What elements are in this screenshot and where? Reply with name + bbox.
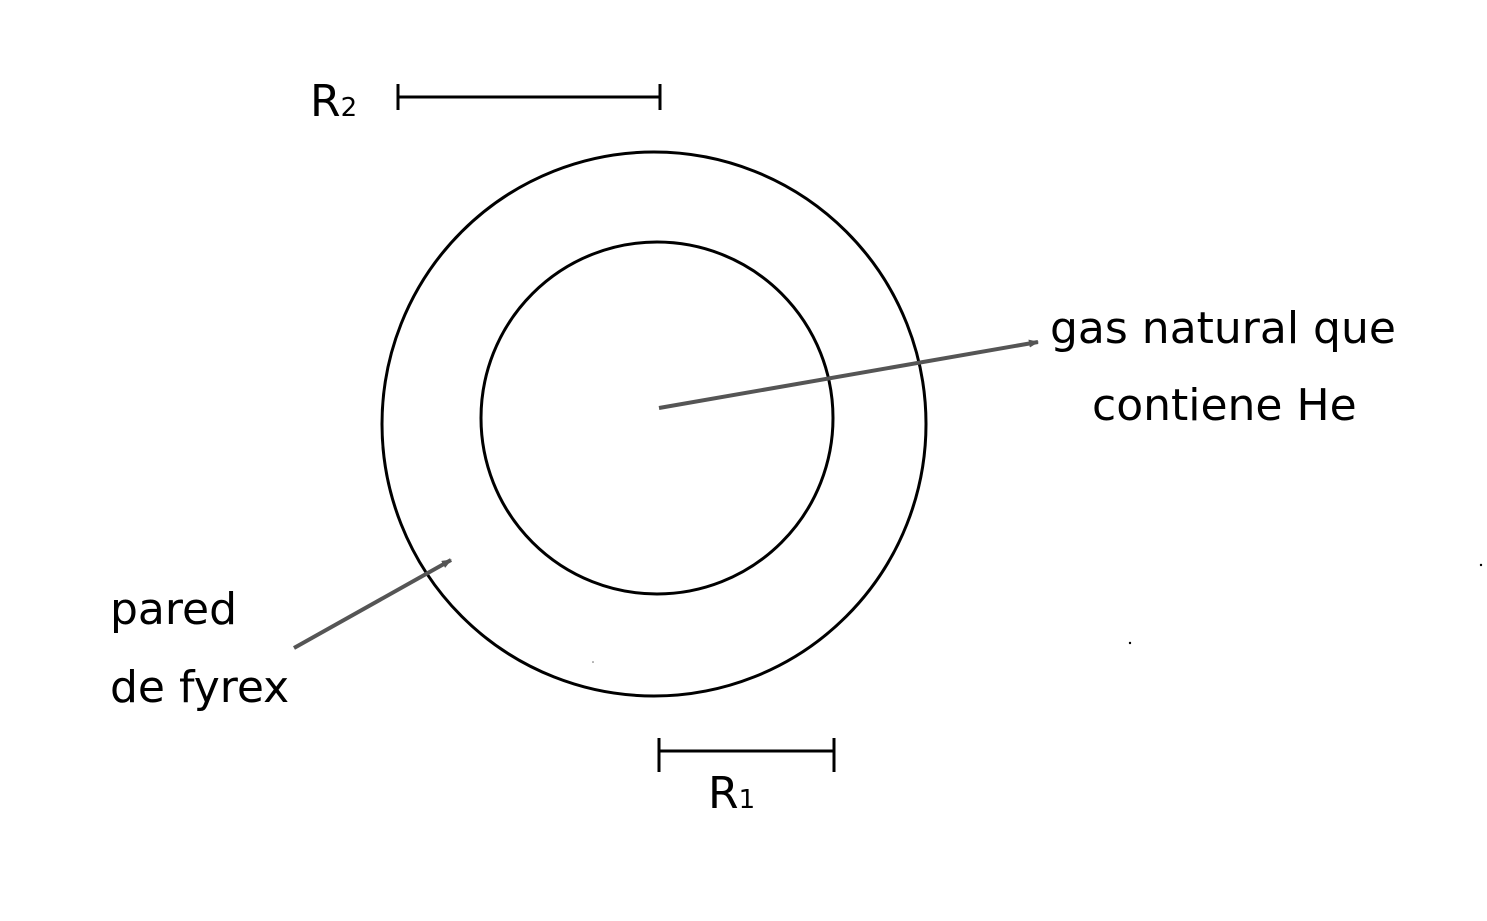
inner-circle <box>479 240 835 596</box>
r1-dimension <box>657 738 836 772</box>
speck-dot <box>592 661 594 663</box>
wall-arrow <box>293 558 452 650</box>
speck-dot <box>1479 563 1483 567</box>
r1-label: R1 <box>708 768 755 819</box>
gas-label-line2: contiene He <box>1092 380 1357 431</box>
wall-label-line1: pared <box>110 584 237 635</box>
wall-label-line2: de fyrex <box>110 662 289 713</box>
r2-label: R2 <box>310 76 357 127</box>
gas-label-line1: gas natural que <box>1050 303 1396 354</box>
outer-circle <box>380 150 928 698</box>
r2-dimension <box>396 84 662 110</box>
gas-arrow <box>658 339 1039 410</box>
speck-dot <box>1128 641 1132 645</box>
